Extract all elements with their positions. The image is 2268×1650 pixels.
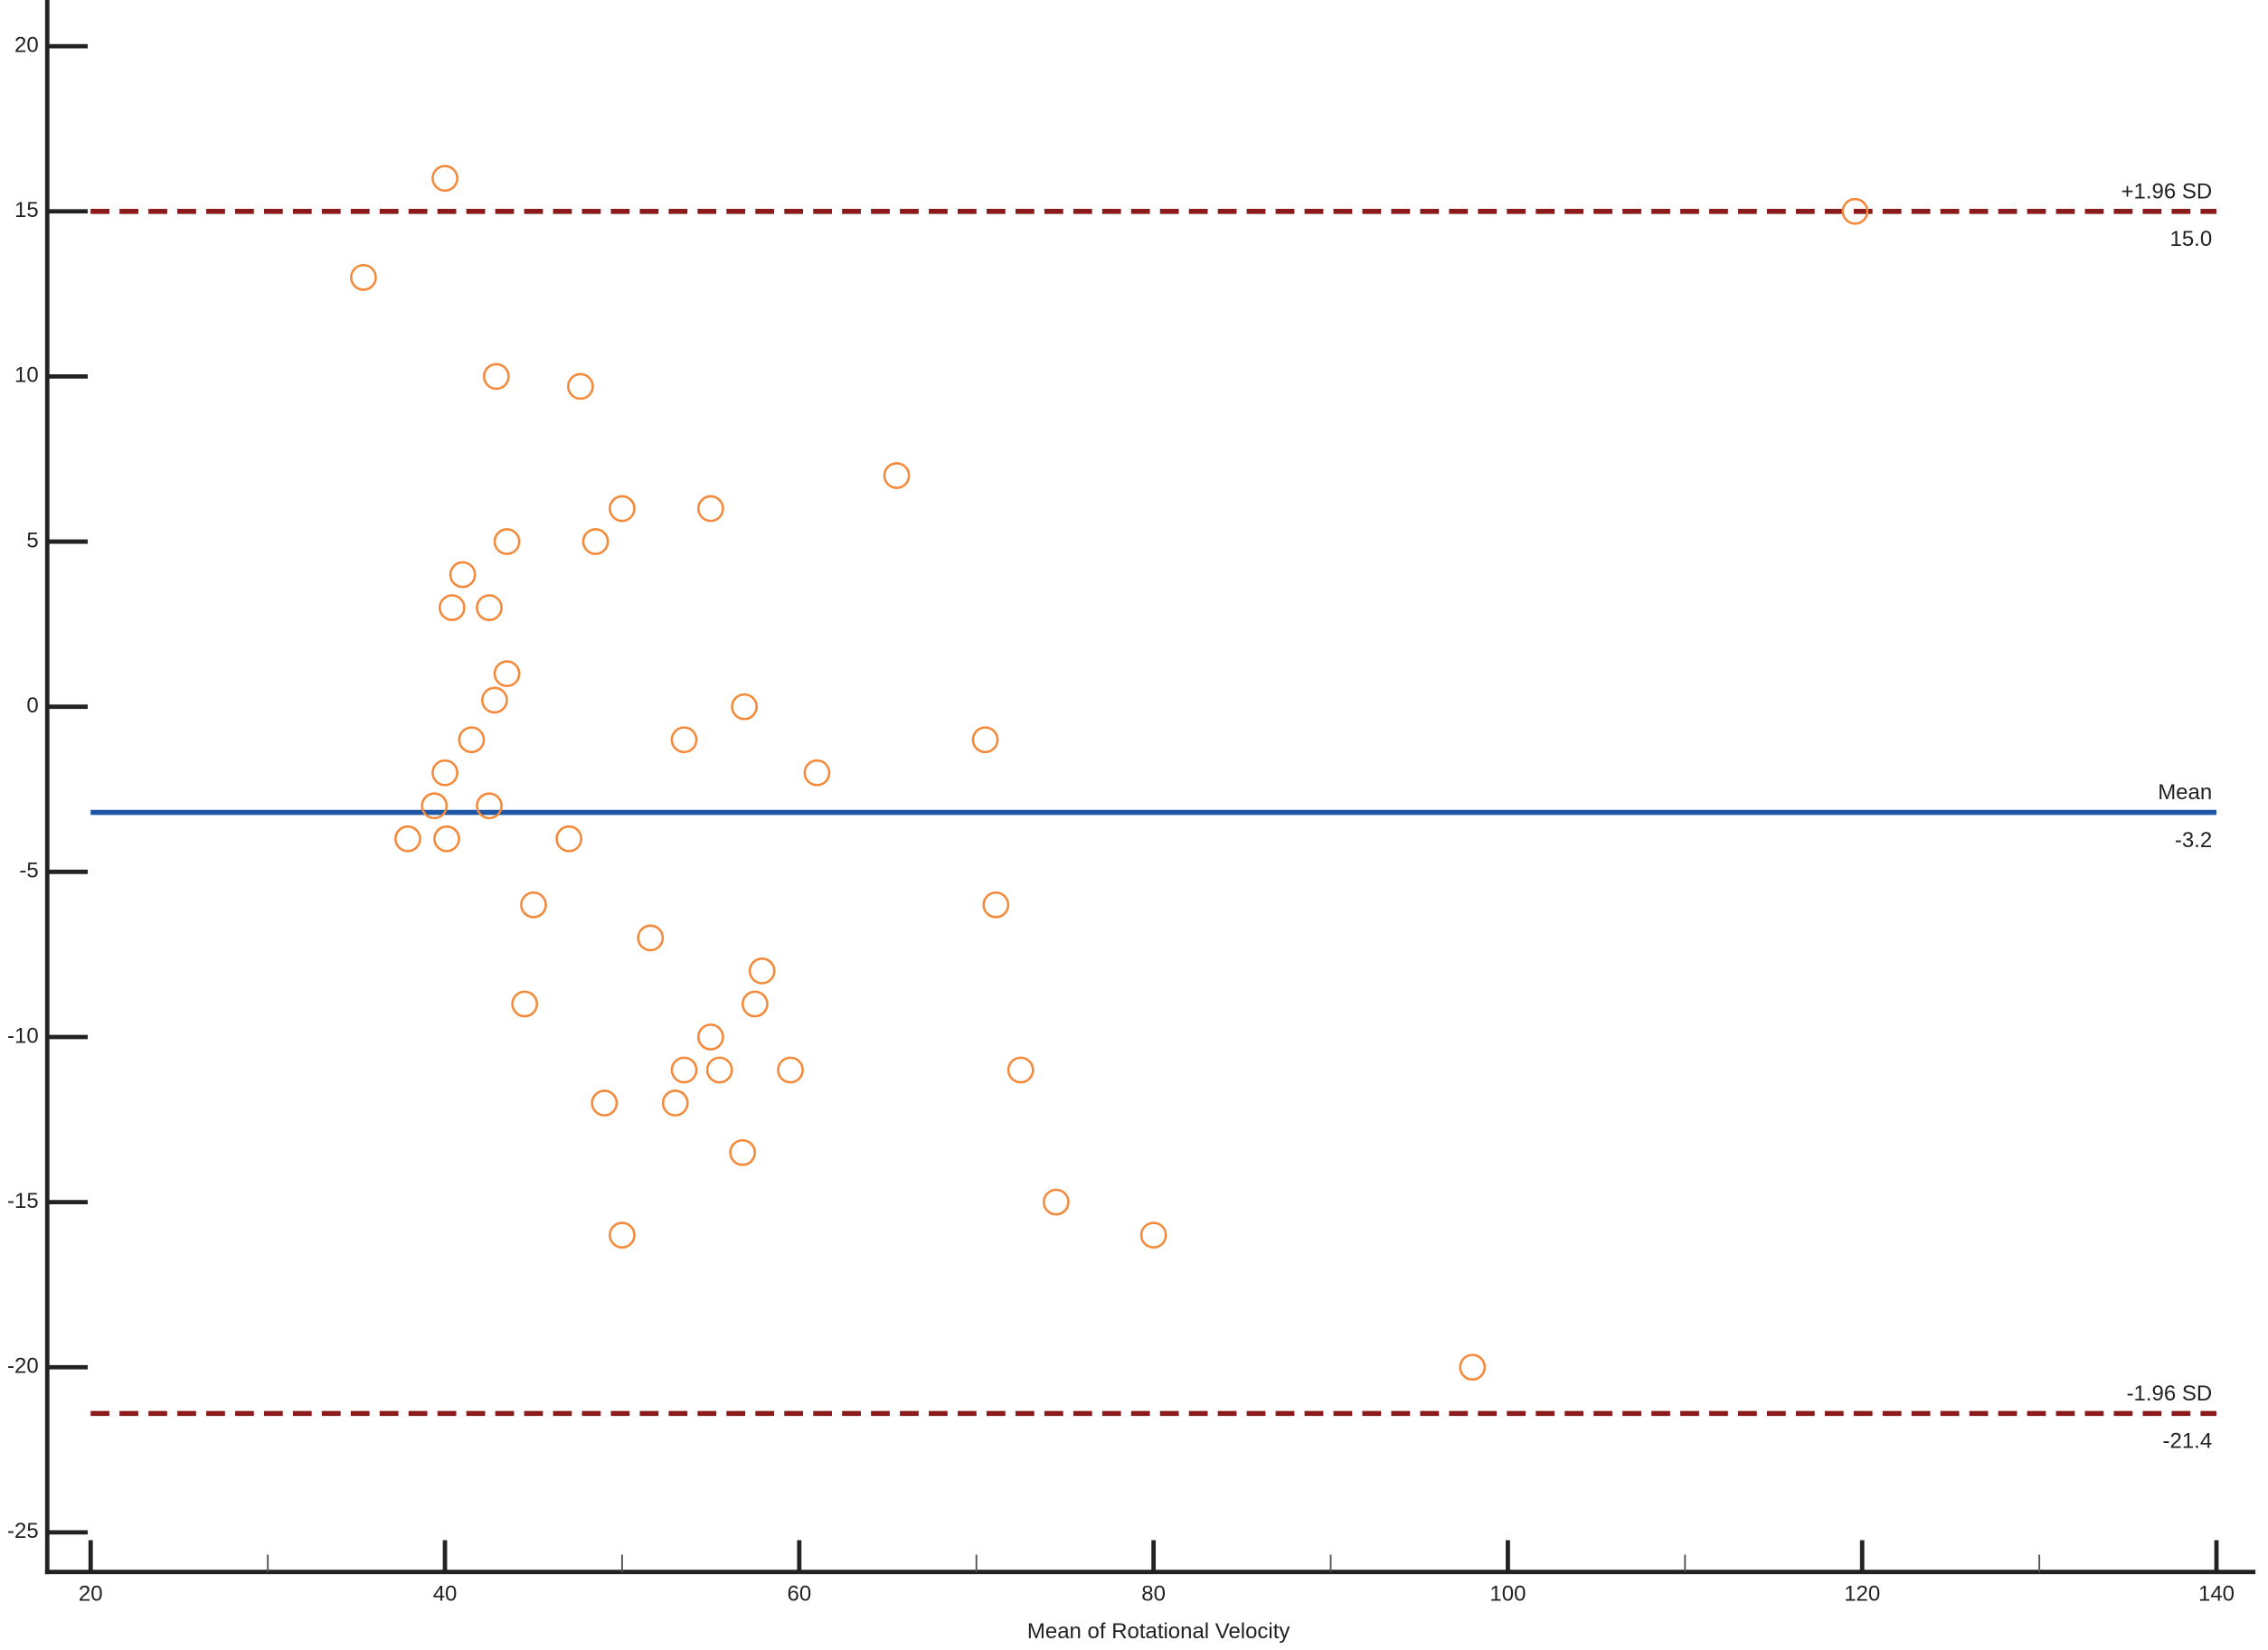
- point: [1139, 1221, 1167, 1249]
- point: [697, 1023, 724, 1051]
- point: [741, 990, 769, 1018]
- point: [350, 263, 377, 291]
- point: [1006, 1056, 1035, 1084]
- point: [555, 825, 583, 853]
- reference-line-label: -1.96 SD: [2127, 1381, 2213, 1406]
- point: [661, 1089, 689, 1117]
- point: [591, 1089, 619, 1117]
- reference-line-label: +1.96 SD: [2122, 179, 2213, 203]
- point: [982, 891, 1010, 919]
- point: [1043, 1188, 1070, 1216]
- point: [581, 528, 610, 555]
- y-tick-label: -25: [7, 1519, 39, 1543]
- point: [609, 495, 636, 523]
- point: [493, 528, 521, 555]
- point: [476, 792, 503, 820]
- y-tick-label: -10: [7, 1023, 39, 1048]
- point: [748, 957, 776, 985]
- point: [729, 1138, 757, 1166]
- point: [731, 693, 758, 721]
- x-tick-label: 80: [1141, 1582, 1166, 1607]
- reference-line-value: -3.2: [2175, 828, 2212, 853]
- y-tick-label: 5: [26, 528, 38, 552]
- reference-line-value: 15.0: [2170, 227, 2213, 251]
- point: [777, 1056, 804, 1084]
- x-axis-label: Mean of Rotational Velocity: [1027, 1619, 1290, 1644]
- point: [637, 924, 665, 952]
- point: [458, 726, 486, 754]
- point: [971, 726, 999, 754]
- point: [439, 594, 466, 621]
- y-tick-label: -5: [19, 859, 38, 883]
- y-tick-label: -20: [7, 1354, 39, 1379]
- x-tick-label: 60: [787, 1582, 811, 1607]
- x-tick-label: 120: [1844, 1582, 1880, 1607]
- point: [431, 165, 458, 193]
- point: [449, 561, 477, 589]
- point: [1459, 1353, 1487, 1381]
- point: [511, 990, 539, 1018]
- point: [1841, 197, 1869, 225]
- x-tick-label: 40: [433, 1582, 458, 1607]
- point: [670, 726, 698, 754]
- point: [433, 825, 460, 853]
- y-tick-label: 0: [26, 693, 38, 718]
- y-tick-label: 15: [14, 198, 39, 222]
- point: [476, 594, 503, 621]
- point: [394, 825, 421, 853]
- point: [803, 759, 831, 787]
- point: [482, 363, 510, 391]
- point: [493, 660, 521, 688]
- point: [520, 891, 547, 919]
- y-tick-label: -15: [7, 1189, 39, 1213]
- y-tick-label: 10: [14, 363, 39, 388]
- reference-line-label: Mean: [2158, 780, 2212, 805]
- point: [567, 372, 594, 401]
- x-tick-label: 100: [1489, 1582, 1526, 1607]
- x-tick-label: 20: [79, 1582, 103, 1607]
- point: [883, 462, 911, 489]
- point: [481, 686, 508, 714]
- point: [609, 1221, 636, 1249]
- y-tick-label: 20: [14, 33, 39, 57]
- reference-line-value: -21.4: [2163, 1429, 2213, 1454]
- point: [431, 759, 458, 787]
- x-tick-label: 140: [2198, 1582, 2235, 1607]
- point: [705, 1056, 733, 1084]
- point: [670, 1056, 698, 1084]
- point: [421, 792, 449, 820]
- point: [697, 495, 724, 523]
